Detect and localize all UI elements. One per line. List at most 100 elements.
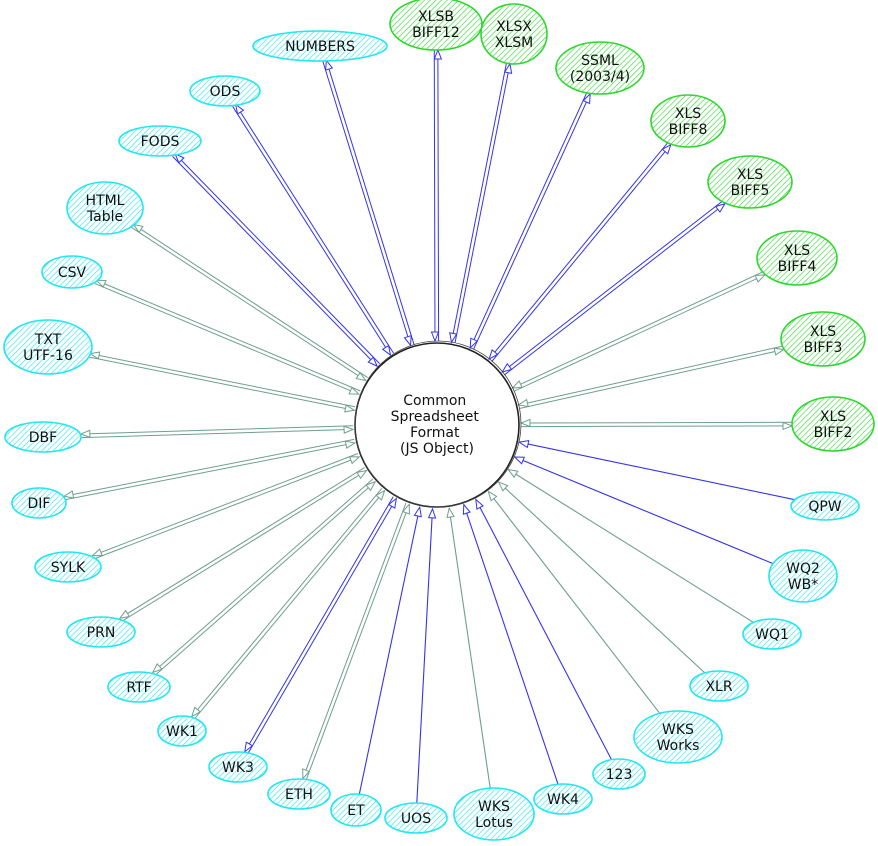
edge-line-from-center xyxy=(454,63,511,344)
arrowhead-icon xyxy=(244,741,254,753)
arrowhead-icon xyxy=(517,398,529,408)
format-node-xls-biff5: XLS BIFF5 xyxy=(707,155,793,209)
node-label: WK1 xyxy=(166,724,198,740)
format-node-wq2-wb*: WQ2 WB* xyxy=(768,549,838,603)
arrowhead-icon xyxy=(427,507,437,519)
node-label-line: Table xyxy=(86,209,123,225)
node-label: RTF xyxy=(126,680,151,696)
node-label: DIF xyxy=(28,496,51,512)
arrowhead-icon xyxy=(118,609,131,619)
node-label: SSML (2003/4) xyxy=(570,53,630,85)
edge-line-to-center xyxy=(514,456,774,565)
edge-line-to-center xyxy=(518,345,784,406)
arrowhead-icon xyxy=(487,490,498,502)
node-ellipse xyxy=(3,319,93,375)
node-label-line: NUMBERS xyxy=(285,39,355,55)
node-label: HTML Table xyxy=(86,193,125,225)
format-node-eth: ETH xyxy=(267,778,331,810)
edge-line-from-center xyxy=(133,224,368,378)
edge-line-from-center xyxy=(244,496,394,752)
center-circle-sketch xyxy=(354,340,522,508)
node-label-line: XLS xyxy=(810,324,836,340)
format-node-txt-utf-16: TXT UTF-16 xyxy=(3,319,93,375)
node-ellipse xyxy=(689,670,749,702)
edge-qpw xyxy=(517,439,795,501)
node-label: XLS BIFF4 xyxy=(778,243,817,275)
arrowhead-icon xyxy=(403,334,412,347)
edge-line-to-center xyxy=(433,50,436,342)
format-node-qpw: QPW xyxy=(790,491,860,521)
format-node-xlsx-xlsm: XLSX XLSM xyxy=(480,3,548,65)
arrowhead-icon xyxy=(325,59,334,71)
edge-line-to-center xyxy=(305,504,410,781)
node-ellipse xyxy=(650,94,726,148)
node-label-line: UTF-16 xyxy=(23,348,73,364)
arrowhead-icon xyxy=(343,425,355,434)
node-label-line: XLS xyxy=(820,409,846,425)
node-label-line: XLS xyxy=(784,243,810,259)
node-ellipse xyxy=(453,787,535,841)
arrowhead-icon xyxy=(754,274,767,283)
edge-line-to-center xyxy=(450,63,507,343)
node-label-line: DBF xyxy=(29,430,57,446)
edge-eth xyxy=(302,502,410,781)
node-ellipse xyxy=(384,802,448,834)
arrowhead-icon xyxy=(462,503,471,515)
format-node-dbf: DBF xyxy=(4,421,82,453)
arrowhead-icon xyxy=(190,706,202,718)
node-ellipse xyxy=(66,616,136,648)
arrowhead-icon xyxy=(151,663,163,674)
node-label-line: WK4 xyxy=(547,792,579,808)
edge-line-to-center xyxy=(358,507,421,795)
node-label: WQ1 xyxy=(755,627,789,643)
edge-line-to-center xyxy=(194,490,385,720)
edge-rtf xyxy=(151,478,377,676)
node-label-line: WKS xyxy=(478,799,510,815)
arrowhead-icon xyxy=(503,62,513,75)
format-node-wq1: WQ1 xyxy=(742,618,802,650)
node-label-line: UOS xyxy=(401,811,431,827)
edge-line-from-center xyxy=(152,478,374,673)
arrowhead-icon xyxy=(344,404,356,413)
arrowhead-icon xyxy=(714,202,727,213)
format-node-wk4: WK4 xyxy=(533,783,593,815)
arrowhead-icon xyxy=(517,439,530,449)
edge-ssml-(2003/4) xyxy=(469,92,591,350)
edge-line-from-center xyxy=(473,93,591,350)
format-node-html-table: HTML Table xyxy=(66,181,144,235)
format-node-xls-biff4: XLS BIFF4 xyxy=(756,230,838,286)
node-ellipse xyxy=(11,487,67,519)
edge-line-to-center xyxy=(487,491,661,714)
format-node-et: ET xyxy=(330,793,382,827)
node-label: WKS Lotus xyxy=(475,799,513,831)
edge-uos xyxy=(416,507,437,804)
node-label-line: BIFF3 xyxy=(804,340,843,356)
edge-xls-biff3 xyxy=(517,345,786,409)
edge-line-to-center xyxy=(507,468,754,623)
node-ellipse xyxy=(707,155,793,209)
edge-sylk xyxy=(91,453,361,560)
edge-line-from-center xyxy=(92,453,359,557)
arrowhead-icon xyxy=(344,440,357,449)
node-label-line: (2003/4) xyxy=(570,69,630,85)
edge-line-to-center xyxy=(93,456,360,560)
node-ellipse xyxy=(41,255,103,289)
node-ellipse xyxy=(742,618,802,650)
arrowhead-icon xyxy=(661,143,672,155)
node-ellipse xyxy=(756,230,838,286)
edge-line-to-center xyxy=(172,156,378,367)
node-label: ET xyxy=(347,803,365,819)
format-node-xls-biff2: XLS BIFF2 xyxy=(791,396,875,452)
format-node-xls-biff3: XLS BIFF3 xyxy=(780,311,866,367)
node-label: ETH xyxy=(285,787,313,803)
edge-wk1 xyxy=(190,488,386,720)
edge-xls-biff4 xyxy=(511,271,767,392)
node-ellipse xyxy=(107,671,171,703)
node-label-line: WQ2 xyxy=(786,561,820,577)
edge-xlsb-biff12 xyxy=(430,48,443,343)
node-label-line: XLR xyxy=(705,679,732,695)
format-node-sylk: SYLK xyxy=(34,551,102,583)
format-node-123: 123 xyxy=(592,758,646,790)
edge-line-to-center xyxy=(247,498,397,754)
node-ellipse xyxy=(118,125,202,157)
